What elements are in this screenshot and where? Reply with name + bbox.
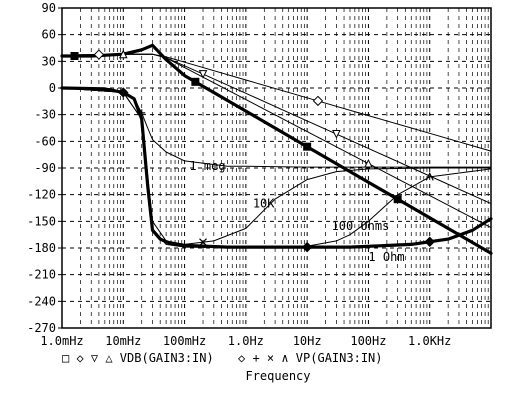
marker-diamond <box>118 87 129 98</box>
annotation-label: 1 meg <box>189 159 225 173</box>
y-tick-label: 60 <box>42 28 56 42</box>
marker-triangle-up <box>364 158 373 168</box>
marker-diamond <box>301 241 313 253</box>
annotation-label: 10K <box>253 197 275 211</box>
marker-plus <box>138 109 146 117</box>
y-tick-label: 0 <box>49 81 56 95</box>
y-tick-label: -270 <box>27 321 56 335</box>
marker-square <box>70 52 79 60</box>
y-tick-label: -210 <box>27 268 56 282</box>
annotation-label: 100 Ohms <box>332 219 390 233</box>
y-tick-label: -30 <box>34 108 56 122</box>
x-tick-label: 100mHz <box>163 334 206 348</box>
y-tick-label: -120 <box>27 188 56 202</box>
x-tick-label: 10mHz <box>105 334 141 348</box>
marker-square <box>191 77 200 86</box>
x-tick-label: 1.0mHz <box>40 334 83 348</box>
y-tick-label: -60 <box>34 134 56 148</box>
series-curves <box>60 43 493 255</box>
curve-annotations: 1 meg 10K 100 Ohms 1 Ohm <box>189 159 404 264</box>
x-axis-label: Frequency <box>245 369 310 383</box>
y-tick-label: 30 <box>42 54 56 68</box>
marker-diamond <box>93 49 105 60</box>
x-tick-label: 1.0Hz <box>228 334 264 348</box>
series-line-phase-5 <box>61 87 492 168</box>
marker-square <box>303 142 312 151</box>
marker-triangle-up <box>118 49 128 59</box>
series-markers <box>70 49 435 253</box>
legend-magnitude: □ ◇ ▽ △ VDB(GAIN3:IN) <box>62 351 214 365</box>
marker-diamond <box>424 236 435 247</box>
marker-triangle-down <box>198 70 208 79</box>
x-tick-label: 10Hz <box>293 334 322 348</box>
marker-diamond <box>312 95 324 107</box>
series-line-phase-7 <box>61 87 492 249</box>
marker-caret <box>425 172 434 181</box>
marker-cross <box>199 238 207 247</box>
series-line-magnitude-0 <box>60 43 493 255</box>
y-tick-label: -180 <box>27 241 56 255</box>
y-tick-label: 90 <box>42 1 56 15</box>
x-tick-labels: 1.0mHz 10mHz 100mHz 1.0Hz 10Hz 100Hz 1.0KHz <box>40 334 451 348</box>
x-tick-label: 100Hz <box>350 334 386 348</box>
series-line-magnitude-3 <box>61 53 492 229</box>
y-tick-label: -150 <box>27 214 56 228</box>
annotation-label: 1 Ohm <box>368 250 404 264</box>
y-tick-label: -90 <box>34 161 56 175</box>
x-tick-label: 1.0KHz <box>408 334 451 348</box>
legend-phase: ◇ + × ∧ VP(GAIN3:IN) <box>238 351 383 365</box>
y-tick-labels: 90 60 30 0 -30 -60 -90 -120 -150 -180 -210 -240 -270 <box>27 1 62 335</box>
y-tick-label: -240 <box>27 294 56 308</box>
marker-triangle-down <box>332 130 341 139</box>
marker-square <box>393 195 402 204</box>
